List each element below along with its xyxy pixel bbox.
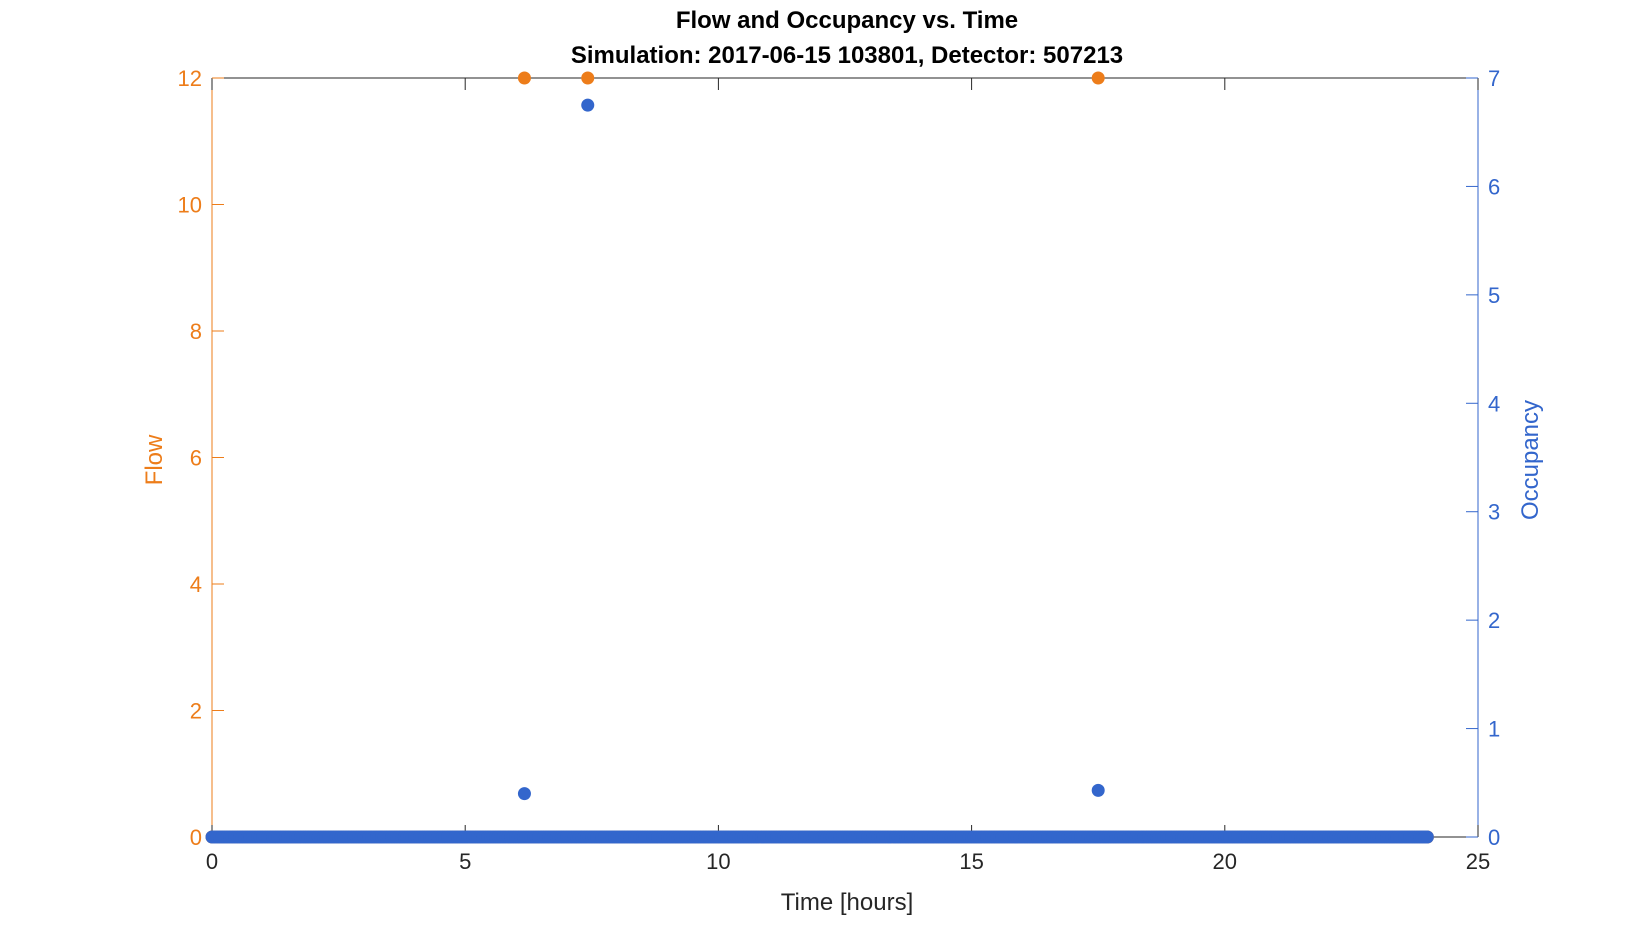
x-tick-label: 5 <box>459 849 471 874</box>
y-right-axis-ticks: 0 1 2 3 4 5 6 7 <box>1466 66 1500 850</box>
occupancy-data-point <box>1091 783 1105 797</box>
y-left-axis-label: Flow <box>141 434 168 485</box>
y-right-tick-label: 1 <box>1488 717 1500 742</box>
y-right-axis-label: Occupancy <box>1517 400 1544 520</box>
y-left-tick-label: 0 <box>190 825 202 850</box>
x-tick-label: 20 <box>1213 849 1237 874</box>
y-right-tick-label: 4 <box>1488 391 1500 416</box>
x-tick-label: 25 <box>1466 849 1490 874</box>
y-left-tick-label: 10 <box>178 193 202 218</box>
y-left-tick-label: 2 <box>190 699 202 724</box>
series-occupancy <box>205 98 1434 844</box>
y-left-tick-label: 12 <box>178 66 202 91</box>
x-axis-label: Time [hours] <box>781 889 913 916</box>
x-axis-ticks: 0 5 10 15 20 25 <box>206 78 1490 874</box>
y-left-tick-label: 6 <box>190 446 202 471</box>
chart-subtitle: Simulation: 2017-06-15 103801, Detector:… <box>571 42 1123 69</box>
y-right-tick-label: 2 <box>1488 608 1500 633</box>
x-tick-label: 15 <box>959 849 983 874</box>
occupancy-data-point <box>517 787 531 801</box>
occupancy-baseline-point <box>1420 830 1434 844</box>
y-left-tick-label: 8 <box>190 319 202 344</box>
y-right-tick-label: 3 <box>1488 500 1500 525</box>
y-left-axis-ticks: 0 2 4 6 8 10 12 <box>178 66 224 850</box>
y-left-tick-label: 4 <box>190 572 202 597</box>
series-flow <box>205 71 1434 844</box>
flow-data-point <box>1091 71 1105 85</box>
y-right-tick-label: 0 <box>1488 825 1500 850</box>
y-right-tick-label: 7 <box>1488 66 1500 91</box>
chart-title: Flow and Occupancy vs. Time <box>676 7 1018 34</box>
y-right-tick-label: 6 <box>1488 174 1500 199</box>
axes-box <box>211 77 1479 838</box>
flow-data-point <box>581 71 595 85</box>
series-layer <box>205 71 1434 844</box>
x-tick-label: 0 <box>206 849 218 874</box>
occupancy-data-point <box>581 98 595 112</box>
y-right-tick-label: 5 <box>1488 283 1500 308</box>
flow-data-point <box>517 71 531 85</box>
x-tick-label: 10 <box>706 849 730 874</box>
